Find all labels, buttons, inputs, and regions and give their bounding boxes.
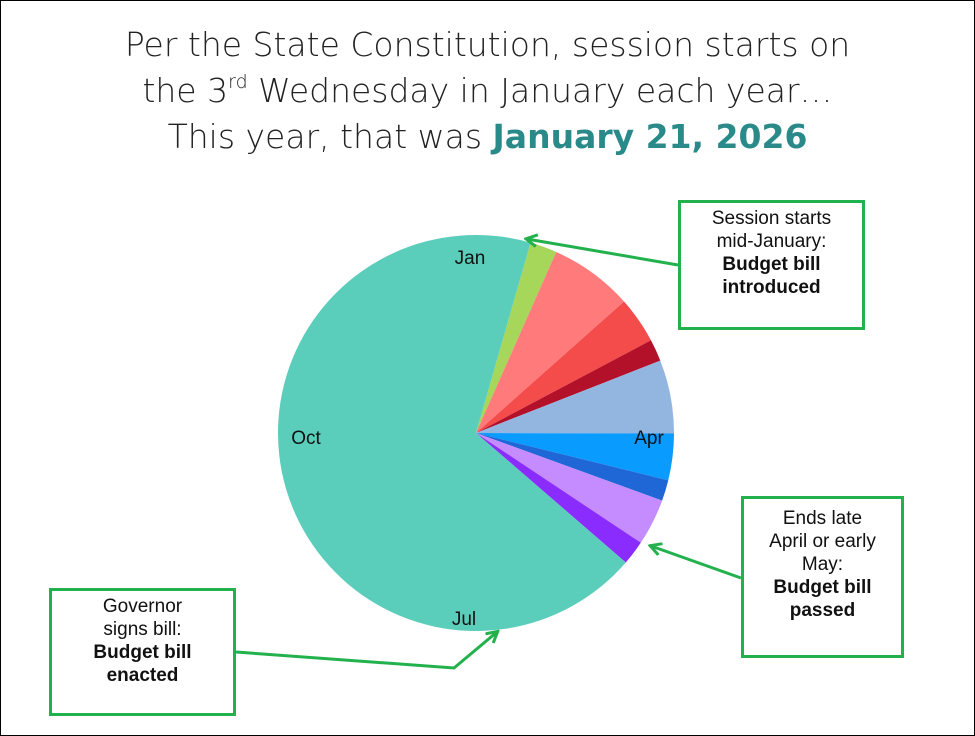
arrow-session-start bbox=[527, 239, 679, 267]
callout-governor-signs: Governor signs bill: Budget bill enacted bbox=[49, 588, 236, 716]
title-line-2-post: Wednesday in January each year… bbox=[247, 71, 833, 110]
title-line-2-pre: the 3 bbox=[142, 71, 229, 110]
pie-slice-1 bbox=[476, 242, 557, 433]
callout-signed-bold-2: enacted bbox=[106, 665, 179, 686]
month-label-oct: Oct bbox=[291, 428, 321, 449]
callout-end-line-1: Ends late bbox=[782, 508, 863, 529]
title-line-3-pre: This year, that was bbox=[167, 117, 493, 156]
title-line-3: This year, that was January 21, 2026 bbox=[0, 114, 975, 160]
callout-signed-line-2: signs bill: bbox=[103, 619, 182, 640]
title-superscript: rd bbox=[228, 71, 248, 93]
pie-slice-4 bbox=[476, 340, 661, 433]
slide-title: Per the State Constitution, session star… bbox=[0, 22, 975, 160]
callout-start-bold-1: Budget bill bbox=[722, 254, 821, 275]
pie-slice-2 bbox=[476, 252, 625, 433]
callout-start-bold-2: introduced bbox=[722, 277, 821, 298]
callout-end-bold-1: Budget bill bbox=[773, 577, 872, 598]
session-start-date: January 21, 2026 bbox=[492, 117, 808, 156]
callout-signed-line-1: Governor bbox=[102, 596, 183, 617]
callout-session-end: Ends late April or early May: Budget bil… bbox=[741, 496, 904, 658]
pie-slice-10 bbox=[277, 234, 626, 631]
callout-start-line-2: mid-January: bbox=[716, 231, 827, 252]
pie-slice-8 bbox=[476, 433, 663, 543]
callout-end-bold-2: passed bbox=[789, 600, 856, 621]
month-label-jan: Jan bbox=[455, 248, 486, 269]
pie-slice-7 bbox=[476, 433, 669, 501]
callout-start-line-1: Session starts bbox=[711, 208, 832, 229]
callout-end-line-3: May: bbox=[801, 554, 844, 575]
pie-slice-5 bbox=[476, 360, 674, 434]
arrow-governor-signs bbox=[235, 632, 497, 670]
callout-signed-bold-1: Budget bill bbox=[93, 642, 192, 663]
title-line-1: Per the State Constitution, session star… bbox=[124, 25, 851, 64]
month-label-jul: Jul bbox=[452, 609, 476, 630]
pie-slice-6 bbox=[476, 433, 674, 481]
pie-slices bbox=[277, 234, 674, 631]
callout-session-start: Session starts mid-January: Budget bill … bbox=[678, 200, 865, 330]
arrow-session-end bbox=[651, 546, 742, 580]
title-line-2: the 3rd Wednesday in January each year… bbox=[0, 68, 975, 114]
callout-end-line-2: April or early bbox=[769, 531, 876, 552]
month-label-apr: Apr bbox=[634, 428, 664, 449]
pie-slice-9 bbox=[476, 433, 641, 563]
pie-slice-3 bbox=[476, 301, 651, 433]
